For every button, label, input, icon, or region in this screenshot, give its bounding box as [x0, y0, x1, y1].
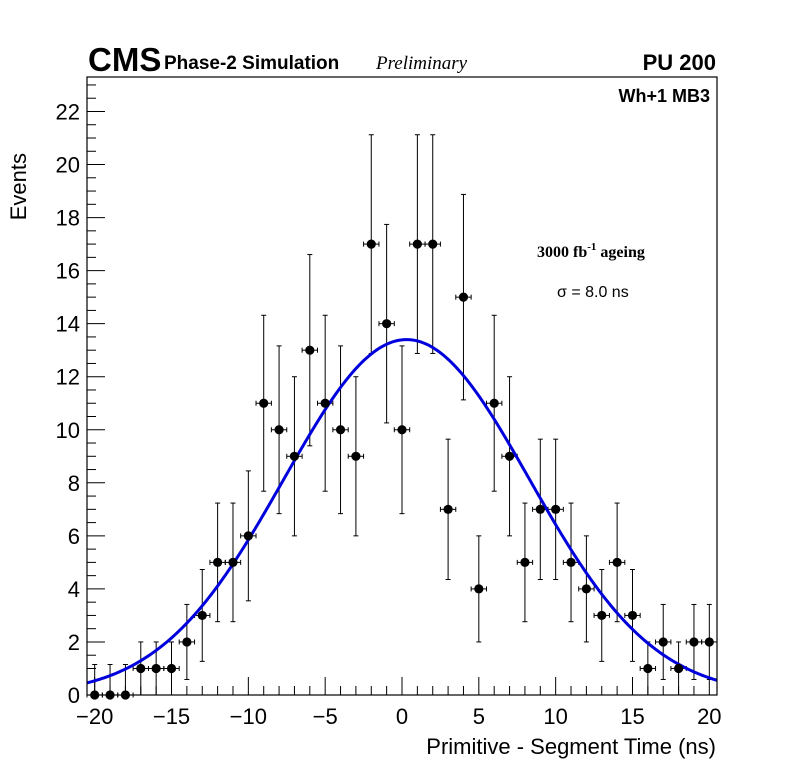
- y-axis-title: Events: [6, 153, 31, 220]
- data-point: [320, 398, 330, 408]
- data-point: [535, 504, 545, 514]
- data-point: [566, 557, 576, 567]
- x-axis-title: Primitive - Segment Time (ns): [426, 734, 716, 759]
- fit-curve: [86, 338, 718, 685]
- data-point: [243, 531, 253, 541]
- axis-ticks: [87, 84, 710, 696]
- data-point: [412, 239, 422, 249]
- data-point: [351, 451, 361, 461]
- data-point: [597, 610, 607, 621]
- y-tick-label: 14: [56, 312, 80, 337]
- x-tick-label: 0: [396, 704, 408, 729]
- data-point: [182, 637, 192, 647]
- x-tick-label: −5: [313, 704, 338, 729]
- data-point: [289, 451, 300, 461]
- sigma-label: σ = 8.0 ns: [557, 284, 629, 301]
- data-point: [382, 319, 392, 329]
- x-tick-label: 5: [473, 704, 485, 729]
- data-point: [612, 557, 622, 567]
- data-point: [643, 663, 653, 674]
- y-tick-label: 2: [68, 630, 80, 655]
- data-point: [658, 637, 668, 647]
- x-tick-label: 15: [620, 704, 644, 729]
- data-point: [213, 557, 223, 567]
- y-tick-label: 8: [68, 471, 80, 496]
- y-tick-labels: 0 2 4 6 8 10 12 14 16 18 20 22: [56, 99, 80, 708]
- cms-label: CMS: [88, 41, 161, 78]
- data-point: [581, 584, 591, 594]
- ageing-label: 3000 fb-1 ageing: [537, 241, 645, 261]
- data-point: [305, 345, 315, 355]
- data-point: [335, 425, 346, 435]
- ageing-suffix: ageing: [596, 244, 644, 261]
- data-point: [520, 557, 530, 567]
- y-tick-label: 16: [56, 259, 80, 284]
- data-point: [489, 398, 499, 408]
- y-tick-label: 6: [68, 524, 80, 549]
- data-point: [673, 663, 684, 674]
- y-tick-label: 12: [56, 365, 80, 390]
- y-tick-label: 4: [68, 577, 80, 602]
- y-tick-label: 20: [56, 153, 80, 178]
- data-point: [228, 557, 238, 567]
- x-tick-label: 10: [543, 704, 567, 729]
- data-point: [443, 504, 453, 514]
- x-tick-label: −20: [76, 704, 113, 729]
- ageing-exponent: -1: [587, 241, 596, 253]
- data-point: [627, 610, 638, 621]
- data-point: [474, 584, 484, 594]
- data-point: [551, 504, 561, 514]
- data-point: [689, 637, 699, 647]
- data-point: [366, 239, 376, 249]
- data-point: [259, 398, 269, 408]
- y-tick-label: 10: [56, 418, 80, 443]
- data-point: [428, 239, 438, 249]
- y-tick-label: 18: [56, 206, 80, 231]
- x-tick-label: 20: [697, 704, 721, 729]
- data-point: [136, 663, 146, 674]
- data-point: [166, 663, 177, 674]
- data-point: [151, 663, 161, 674]
- station-label: Wh+1 MB3: [618, 86, 710, 106]
- data-point: [197, 610, 207, 621]
- pileup-label: PU 200: [643, 50, 716, 75]
- y-tick-label: 0: [68, 683, 80, 708]
- x-tick-label: −10: [230, 704, 267, 729]
- preliminary-label: Preliminary: [375, 53, 468, 74]
- data-point: [397, 425, 407, 435]
- data-point: [458, 292, 469, 302]
- ageing-value: 3000 fb: [537, 244, 587, 261]
- simulation-label: Phase-2 Simulation: [164, 53, 339, 74]
- plot-frame: [86, 76, 718, 696]
- data-point: [704, 637, 714, 647]
- data-point: [504, 451, 515, 461]
- x-tick-labels: −20 −15 −10 −5 0 5 10 15 20: [76, 704, 722, 729]
- x-tick-label: −15: [153, 704, 190, 729]
- y-tick-label: 22: [56, 99, 80, 124]
- data-point: [274, 425, 284, 435]
